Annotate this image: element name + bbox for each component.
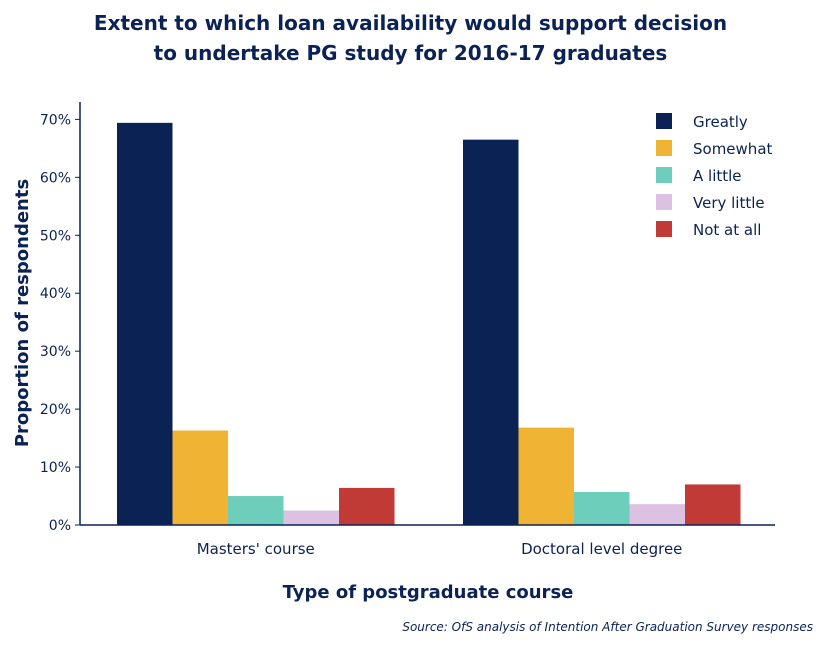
y-tick-label: 20% (40, 402, 71, 418)
bar-greatly (463, 139, 519, 526)
y-tick-label: 0% (49, 518, 71, 534)
bar-not-at-all (339, 487, 395, 525)
chart-title: Extent to which loan availability would … (0, 8, 821, 68)
x-category-label: Doctoral level degree (521, 540, 682, 558)
chart-title-line-2: to undertake PG study for 2016-17 gradua… (153, 41, 668, 65)
bar-greatly (117, 122, 173, 525)
bar-a-little (228, 496, 284, 525)
x-axis-categories: Masters' course Doctoral level degree (197, 540, 683, 558)
bars (117, 122, 741, 526)
bar-not-at-all (685, 484, 741, 525)
chart-title-line-1: Extent to which loan availability would … (93, 11, 728, 35)
source-note: Source: OfS analysis of Intention After … (402, 620, 813, 634)
legend-swatch (656, 167, 672, 183)
y-tick-label: 40% (40, 286, 71, 302)
y-axis-ticks: 0% 10% 20% 30% 40% 50% 60% 70% (40, 112, 80, 534)
legend-label: Somewhat (693, 140, 773, 158)
legend-label: Very little (693, 194, 765, 212)
legend-label: A little (693, 167, 742, 185)
bar-very-little (629, 504, 685, 525)
y-tick-label: 70% (40, 112, 71, 128)
legend-swatch (656, 221, 672, 237)
bar-somewhat (518, 427, 574, 525)
legend-swatch (656, 113, 672, 129)
bar-very-little (283, 510, 339, 525)
bar-a-little (574, 491, 630, 525)
y-tick-label: 30% (40, 344, 71, 360)
y-axis-title: Proportion of respondents (12, 179, 33, 447)
legend-swatch (656, 140, 672, 156)
bar-somewhat (172, 430, 228, 525)
y-tick-label: 50% (40, 228, 71, 244)
legend-label: Greatly (693, 113, 748, 131)
y-tick-label: 10% (40, 460, 71, 476)
legend: Greatly Somewhat A little Very little Not at… (656, 113, 773, 239)
legend-label: Not at all (693, 221, 761, 239)
y-tick-label: 60% (40, 170, 71, 186)
x-category-label: Masters' course (197, 540, 315, 558)
x-axis-title: Type of postgraduate course (283, 582, 574, 603)
legend-swatch (656, 194, 672, 210)
